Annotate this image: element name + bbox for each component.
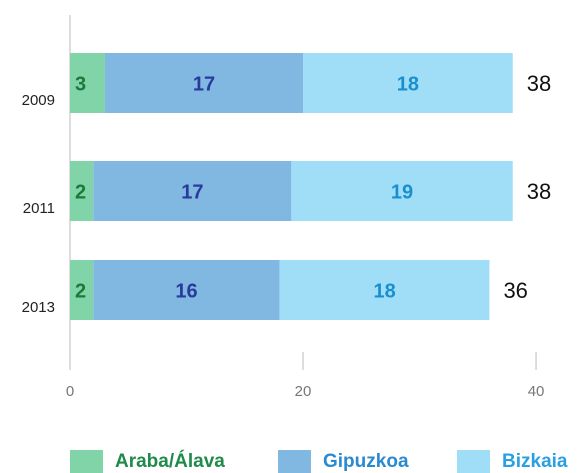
bar-segment — [93, 161, 292, 221]
data-label: 17 — [193, 73, 215, 95]
legend-swatch — [278, 450, 311, 473]
data-label: 18 — [373, 280, 395, 302]
legend-swatch — [457, 450, 490, 473]
data-label: 18 — [397, 73, 419, 95]
legend-swatch — [70, 450, 103, 473]
data-label: 3 — [75, 73, 86, 95]
bar-segment — [279, 260, 490, 320]
bar-segment — [93, 260, 280, 320]
total-label: 38 — [527, 179, 551, 204]
y-tick-label: 2011 — [23, 200, 55, 217]
x-tick-label: 40 — [528, 383, 545, 400]
y-tick-label: 2009 — [22, 92, 55, 109]
x-tick-label: 0 — [66, 383, 74, 400]
bar-segment — [104, 53, 304, 113]
y-tick-label: 2013 — [22, 299, 55, 316]
data-label: 2 — [75, 181, 86, 203]
x-tick-label: 20 — [295, 383, 312, 400]
bar-segment — [70, 53, 105, 113]
bar-segment — [70, 161, 94, 221]
bar-segment — [291, 161, 513, 221]
legend-label: Gipuzkoa — [323, 451, 409, 472]
data-label: 19 — [391, 181, 413, 203]
data-label: 17 — [181, 181, 203, 203]
bar-segment — [303, 53, 513, 113]
legend-label: Araba/Álava — [115, 450, 225, 472]
total-label: 36 — [503, 278, 527, 303]
data-label: 16 — [175, 280, 197, 302]
data-label: 2 — [75, 280, 86, 302]
total-label: 38 — [527, 71, 551, 96]
bar-segment — [70, 260, 94, 320]
legend-label: Bizkaia — [502, 451, 568, 472]
